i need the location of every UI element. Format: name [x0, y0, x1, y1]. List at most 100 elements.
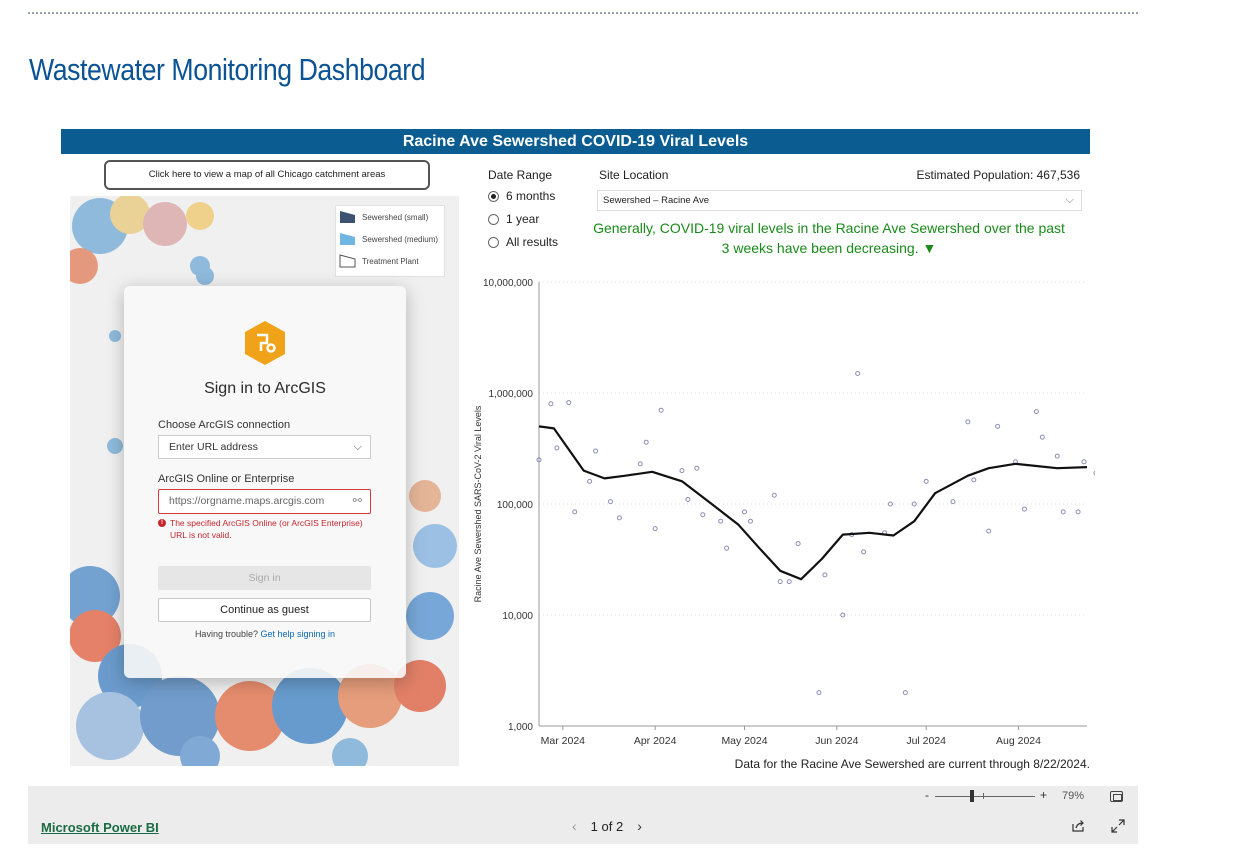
scatter-point [902, 690, 908, 696]
url-label: ArcGIS Online or Enterprise [158, 473, 295, 485]
legend-item-medium: Sewershed (medium) [336, 228, 444, 250]
previous-page-icon[interactable]: ‹ [572, 818, 577, 834]
treatment-plant-swatch-icon [339, 254, 356, 268]
scatter-point [587, 478, 593, 484]
radio-selected-icon [488, 190, 499, 202]
fit-to-page-icon[interactable] [1110, 791, 1123, 802]
power-bi-link[interactable]: Microsoft Power BI [41, 820, 159, 835]
scatter-point [971, 477, 977, 483]
scatter-point [700, 512, 706, 518]
page-indicator: 1 of 2 [590, 818, 624, 834]
site-location-select[interactable]: Sewershed – Racine Ave ⌵ [597, 190, 1082, 211]
url-input[interactable]: https://orgname.maps.arcgis.com ⚯ [158, 489, 371, 514]
signin-button[interactable]: Sign in [158, 566, 371, 590]
scatter-point [995, 423, 1001, 429]
zoom-slider-track[interactable] [935, 796, 1035, 797]
scatter-point [718, 518, 724, 524]
scatter-point [923, 478, 929, 484]
radio-unselected-icon [488, 213, 499, 225]
scatter-point [742, 509, 747, 515]
x-tick-label: Jul 2024 [906, 735, 946, 747]
data-currency-note: Data for the Racine Ave Sewershed are cu… [734, 757, 1090, 771]
x-tick-label: Aug 2024 [996, 735, 1041, 747]
scatter-point [637, 461, 643, 467]
page-title: Wastewater Monitoring Dashboard [29, 52, 426, 87]
scatter-point [679, 468, 685, 474]
error-icon: ! [158, 519, 166, 527]
zoom-in-button[interactable]: + [1040, 788, 1048, 802]
scatter-point [986, 528, 992, 534]
scatter-point [816, 690, 822, 696]
scatter-point [887, 501, 893, 507]
scatter-point [777, 579, 783, 585]
radio-1-year[interactable]: 1 year [488, 212, 539, 226]
scatter-point [822, 572, 828, 578]
scatter-point [786, 579, 792, 585]
scatter-point [607, 499, 613, 505]
scatter-point [572, 509, 578, 515]
scatter-point [652, 526, 658, 532]
zoom-default-tick [983, 793, 984, 799]
scatter-point [1021, 506, 1027, 512]
zoom-slider-thumb[interactable] [970, 790, 974, 802]
scatter-point [1039, 434, 1045, 440]
map-canvas [70, 196, 457, 766]
view-map-button[interactable]: Click here to view a map of all Chicago … [104, 160, 430, 190]
zoom-percent: 79% [1062, 790, 1085, 802]
url-error-message: ! The specified ArcGIS Online (or ArcGIS… [158, 517, 368, 541]
connection-select[interactable]: Enter URL address ⌵ [158, 435, 371, 459]
arcgis-logo-icon [245, 321, 285, 365]
link-icon: ⚯ [352, 495, 362, 507]
continue-as-guest-button[interactable]: Continue as guest [158, 598, 371, 622]
share-icon[interactable] [1071, 819, 1085, 833]
viral-levels-chart: 1,000 10,000 100,000 1,000,000 10,000,000 Mar… [473, 278, 1095, 747]
sewershed-small-swatch-icon [340, 211, 355, 223]
page-navigator: ‹ 1 of 2 › [558, 818, 656, 834]
scatter-point [566, 400, 572, 406]
scatter-point [548, 401, 554, 407]
scatter-point [965, 419, 971, 425]
scatter-point [724, 545, 730, 551]
map-legend: Sewershed (small) Sewershed (medium) Tre… [335, 205, 445, 277]
x-tick-label: Jun 2024 [815, 735, 858, 747]
scatter-point [1054, 453, 1060, 459]
legend-item-small: Sewershed (small) [336, 206, 444, 228]
powerbi-footer: Microsoft Power BI ‹ 1 of 2 › [28, 808, 1138, 844]
next-page-icon[interactable]: › [637, 818, 642, 834]
scatter-point [536, 457, 542, 463]
help-signin-link[interactable]: Get help signing in [260, 629, 336, 639]
scatter-point [950, 499, 956, 505]
radio-all-results[interactable]: All results [488, 235, 558, 249]
date-range-label: Date Range [488, 168, 553, 182]
site-location-label: Site Location [599, 168, 669, 182]
y-tick-label: 10,000,000 [483, 278, 533, 289]
scatter-point [685, 496, 691, 502]
scatter-point [1081, 459, 1087, 465]
top-dotted-divider [28, 12, 1138, 14]
y-axis-label: Racine Ave Sewershed SARS-CoV-2 Viral Le… [473, 405, 483, 602]
y-tick-label: 1,000 [508, 722, 533, 733]
scatter-point [616, 515, 622, 521]
scatter-point [554, 445, 560, 451]
x-tick-label: Mar 2024 [541, 735, 586, 747]
scatter-point [694, 465, 700, 471]
scatter-point [643, 439, 649, 445]
trend-summary: Generally, COVID-19 viral levels in the … [593, 220, 1065, 256]
scatter-point [1075, 509, 1081, 515]
scatter-point [658, 407, 664, 413]
scatter-point [861, 549, 867, 555]
trend-line [538, 425, 1088, 581]
zoom-out-button[interactable]: - [925, 788, 929, 802]
y-tick-label: 1,000,000 [489, 389, 534, 400]
x-tick-label: Apr 2024 [634, 735, 677, 747]
scatter-point [747, 518, 753, 524]
scatter-point [1060, 509, 1066, 515]
y-tick-label: 10,000 [502, 611, 533, 622]
scatter-point [1033, 409, 1039, 415]
fullscreen-icon[interactable] [1111, 819, 1125, 833]
chevron-down-icon: ⌵ [1065, 194, 1074, 206]
zoom-bar: - + 79% [28, 786, 1138, 808]
radio-6-months[interactable]: 6 months [488, 189, 555, 203]
report-banner: Racine Ave Sewershed COVID-19 Viral Leve… [61, 129, 1090, 154]
scatter-point [1093, 470, 1095, 476]
